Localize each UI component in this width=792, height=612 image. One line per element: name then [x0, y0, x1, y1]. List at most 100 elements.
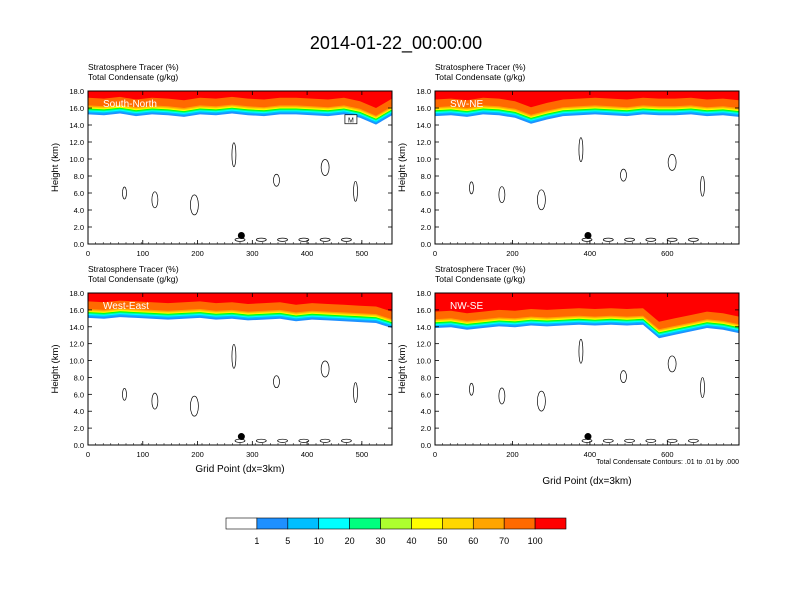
annotation-label: M: [348, 117, 354, 124]
colorbar-segment: [225, 517, 258, 530]
location-marker: [584, 433, 592, 441]
surface-contour: [319, 237, 331, 242]
y-axis-label: Height (km): [397, 344, 408, 393]
y-tick-label: 14.0: [416, 323, 431, 332]
colorbar-label: 100: [528, 536, 543, 546]
surface-contour: [277, 438, 288, 443]
y-tick-label: 2.0: [74, 424, 84, 433]
surface-contour: [688, 237, 699, 242]
surface-contour: [602, 438, 614, 443]
x-tick-label: 0: [86, 249, 90, 258]
condensate-contour: [620, 168, 627, 182]
colorbar-segment: [503, 517, 536, 530]
x-tick-label: 400: [301, 450, 314, 459]
y-tick-label: 4.0: [74, 407, 84, 416]
tracer-layer-9: [88, 91, 392, 108]
panel-label: SW-NE: [450, 99, 483, 110]
y-tick-label: 12.0: [416, 340, 431, 349]
y-tick-label: 10.0: [69, 155, 84, 164]
panel-title-tracer: Stratosphere Tracer (%): [88, 62, 179, 72]
condensate-contour: [231, 343, 237, 369]
y-tick-label: 18.0: [416, 87, 431, 96]
y-tick-label: 12.0: [69, 340, 84, 349]
condensate-contour: [273, 375, 280, 389]
colorbar-segment: [318, 517, 350, 530]
condensate-contour: [190, 194, 199, 216]
y-tick-label: 8.0: [74, 373, 84, 382]
y-tick-label: 12.0: [69, 138, 84, 147]
x-axis-label-left: Grid Point (dx=3km): [195, 464, 284, 475]
y-tick-label: 4.0: [74, 206, 84, 215]
colorbar-segment: [442, 517, 474, 530]
x-axis-label-right: Grid Point (dx=3km): [542, 476, 631, 487]
condensate-contour: [578, 338, 584, 364]
y-tick-label: 16.0: [69, 104, 84, 113]
condensate-contour: [353, 382, 358, 403]
y-tick-label: 4.0: [421, 407, 431, 416]
y-tick-label: 0.0: [421, 441, 431, 450]
x-tick-label: 400: [301, 249, 314, 258]
x-tick-label: 200: [506, 450, 519, 459]
y-tick-label: 14.0: [69, 323, 84, 332]
surface-contour: [319, 438, 331, 443]
condensate-contour: [469, 181, 474, 195]
x-tick-label: 500: [356, 450, 369, 459]
surface-contour: [624, 237, 635, 242]
y-tick-label: 0.0: [421, 240, 431, 249]
condensate-contour: [231, 142, 237, 168]
colorbar-segment: [534, 517, 567, 530]
colorbar-label: 70: [499, 536, 509, 546]
y-tick-label: 18.0: [416, 289, 431, 298]
x-tick-label: 0: [86, 450, 90, 459]
plot-area: [88, 91, 392, 244]
x-tick-label: 600: [661, 450, 674, 459]
panel-south-north: Stratosphere Tracer (%)Total Condensate …: [50, 62, 393, 258]
condensate-contour: [122, 387, 127, 401]
condensate-contour: [151, 392, 159, 410]
y-tick-label: 16.0: [416, 306, 431, 315]
condensate-contour: [469, 382, 474, 396]
x-tick-label: 200: [191, 249, 204, 258]
y-tick-label: 6.0: [74, 390, 84, 399]
colorbar-segment: [287, 517, 320, 530]
y-tick-label: 2.0: [421, 223, 431, 232]
x-tick-label: 200: [506, 249, 519, 258]
y-tick-label: 14.0: [69, 121, 84, 130]
x-tick-label: 100: [137, 450, 150, 459]
condensate-contour: [537, 189, 546, 211]
panel-title-condensate: Total Condensate (g/kg): [88, 274, 178, 284]
panel-label: West-East: [103, 301, 149, 312]
surface-contour: [298, 438, 310, 443]
colorbar-segment: [411, 517, 443, 530]
condensate-contour: [353, 180, 358, 202]
colorbar-label: 10: [314, 536, 324, 546]
colorbar-segment: [256, 517, 289, 530]
surface-contour: [688, 438, 699, 443]
y-axis-label: Height (km): [50, 143, 61, 192]
panel-title-condensate: Total Condensate (g/kg): [88, 72, 178, 82]
y-tick-label: 2.0: [74, 223, 84, 232]
x-tick-label: 500: [356, 249, 369, 258]
panel-sw-ne: Stratosphere Tracer (%)Total Condensate …: [397, 62, 740, 258]
colorbar-segment: [380, 517, 412, 530]
condensate-contour: [151, 191, 159, 209]
panel-label: NW-SE: [450, 301, 483, 312]
y-tick-label: 10.0: [416, 155, 431, 164]
colorbar-segment: [349, 517, 381, 530]
y-axis-label: Height (km): [50, 344, 61, 393]
colorbar-segment: [472, 517, 505, 530]
y-tick-label: 8.0: [421, 172, 431, 181]
surface-contour: [645, 237, 657, 242]
y-tick-label: 8.0: [421, 373, 431, 382]
condensate-contour: [122, 186, 127, 200]
surface-contour: [255, 237, 267, 242]
location-marker: [237, 433, 245, 441]
x-tick-label: 400: [584, 450, 597, 459]
tracer-layer-9: [88, 293, 392, 312]
colorbar-label: 40: [406, 536, 416, 546]
condensate-contour: [273, 173, 280, 187]
x-tick-label: 300: [246, 249, 259, 258]
panel-label: South-North: [103, 99, 157, 110]
y-tick-label: 14.0: [416, 121, 431, 130]
